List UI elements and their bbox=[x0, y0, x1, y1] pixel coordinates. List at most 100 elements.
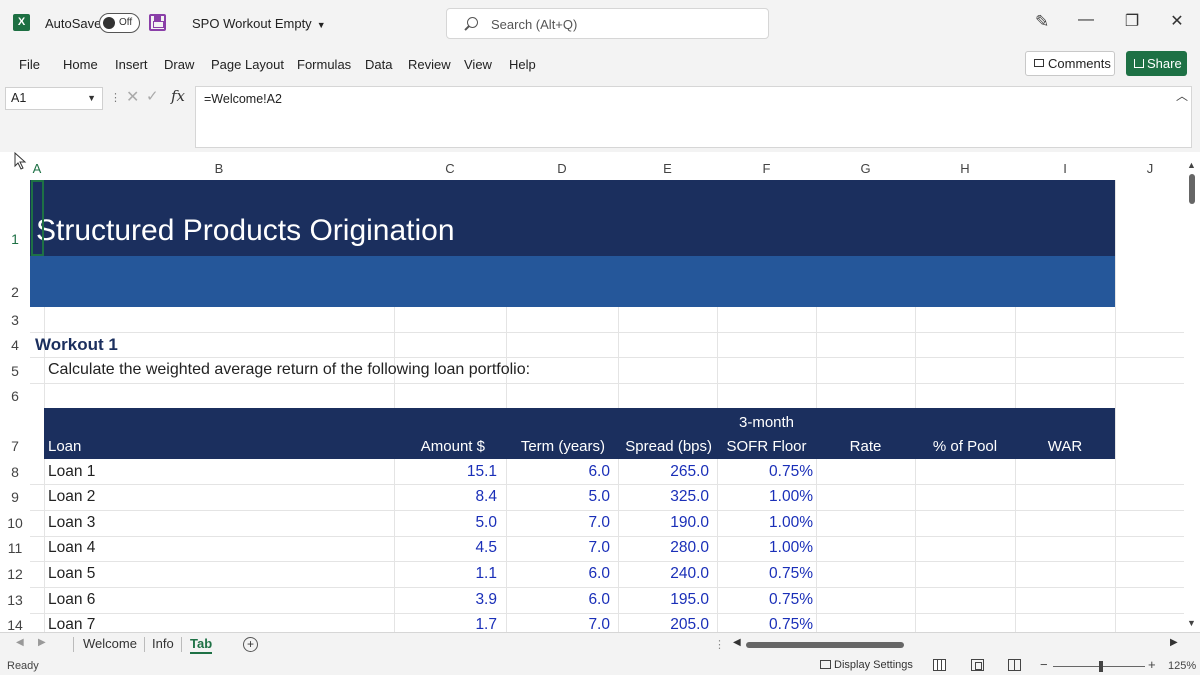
chevron-down-icon[interactable]: ▼ bbox=[87, 93, 96, 103]
loan-name[interactable]: Loan 6 bbox=[48, 591, 96, 608]
tab-draw[interactable]: Draw bbox=[164, 57, 195, 72]
tab-home[interactable]: Home bbox=[63, 57, 98, 72]
tab-view[interactable]: View bbox=[464, 57, 492, 72]
column-header-e[interactable]: E bbox=[663, 161, 672, 176]
column-header-j[interactable]: J bbox=[1146, 161, 1154, 176]
minimize-icon[interactable]: — bbox=[1078, 11, 1094, 28]
add-sheet-icon[interactable]: + bbox=[243, 637, 258, 652]
sheet-tab-tab[interactable]: Tab bbox=[190, 636, 213, 654]
tab-formulas[interactable]: Formulas bbox=[297, 57, 352, 72]
more-options-icon[interactable]: ⋮ bbox=[110, 92, 121, 104]
loan-amount[interactable]: 1.1 bbox=[475, 565, 497, 582]
row-header-8[interactable]: 8 bbox=[11, 464, 19, 480]
row-header-1[interactable]: 1 bbox=[11, 231, 19, 247]
zoom-out-icon[interactable]: − bbox=[1040, 657, 1048, 672]
row-header-10[interactable]: 10 bbox=[7, 515, 23, 531]
row-header-3[interactable]: 3 bbox=[11, 312, 19, 328]
autosave-toggle[interactable]: Off bbox=[99, 13, 140, 33]
close-icon[interactable]: ✕ bbox=[1170, 13, 1184, 30]
row-header-12[interactable]: 12 bbox=[7, 566, 23, 582]
collapse-formula-bar-icon[interactable]: ︿ bbox=[1176, 89, 1189, 103]
formula-input[interactable]: =Welcome!A2 bbox=[195, 86, 1192, 148]
tab-help[interactable]: Help bbox=[509, 57, 536, 72]
restore-icon[interactable]: ❐ bbox=[1124, 13, 1140, 30]
horizontal-scroll-thumb[interactable] bbox=[746, 642, 904, 648]
loan-spread[interactable]: 240.0 bbox=[670, 565, 709, 582]
scroll-up-icon[interactable]: ▲ bbox=[1187, 160, 1196, 170]
loan-spread[interactable]: 205.0 bbox=[670, 616, 709, 632]
column-header-i[interactable]: I bbox=[1063, 161, 1067, 176]
column-header-h[interactable]: H bbox=[960, 161, 970, 176]
row-header-6[interactable]: 6 bbox=[11, 388, 19, 404]
loan-spread[interactable]: 195.0 bbox=[670, 591, 709, 608]
search-input[interactable]: Search (Alt+Q) bbox=[446, 8, 769, 39]
tab-data[interactable]: Data bbox=[365, 57, 393, 72]
loan-name[interactable]: Loan 5 bbox=[48, 565, 96, 582]
cancel-icon[interactable]: ✕ bbox=[126, 89, 140, 106]
loan-amount[interactable]: 8.4 bbox=[475, 488, 497, 505]
tab-file[interactable]: File bbox=[19, 57, 40, 72]
row-header-7[interactable]: 7 bbox=[11, 438, 19, 454]
loan-floor[interactable]: 1.00% bbox=[769, 539, 813, 556]
loan-term[interactable]: 7.0 bbox=[588, 539, 610, 556]
loan-spread[interactable]: 325.0 bbox=[670, 488, 709, 505]
scroll-left-icon[interactable]: ◀ bbox=[733, 637, 741, 648]
row-header-9[interactable]: 9 bbox=[11, 489, 19, 505]
scroll-thumb[interactable] bbox=[1189, 174, 1195, 204]
loan-spread[interactable]: 265.0 bbox=[670, 463, 709, 480]
worksheet-grid[interactable]: A B C D E F G H I J 1 2 3 4 5 6 7 bbox=[0, 152, 1200, 632]
row-header-14[interactable]: 14 bbox=[7, 617, 23, 632]
loan-term[interactable]: 6.0 bbox=[588, 591, 610, 608]
loan-floor[interactable]: 1.00% bbox=[769, 488, 813, 505]
page-layout-view-icon[interactable] bbox=[971, 659, 984, 671]
loan-floor[interactable]: 0.75% bbox=[769, 463, 813, 480]
row-header-4[interactable]: 4 bbox=[11, 337, 19, 353]
zoom-slider-knob[interactable] bbox=[1099, 661, 1103, 672]
row-header-11[interactable]: 11 bbox=[7, 540, 23, 556]
column-header-g[interactable]: G bbox=[860, 161, 871, 176]
split-handle-icon[interactable]: ⋮ bbox=[714, 639, 725, 651]
scroll-down-icon[interactable]: ▼ bbox=[1187, 618, 1196, 628]
share-button[interactable]: Share bbox=[1126, 51, 1187, 76]
loan-amount[interactable]: 1.7 bbox=[475, 616, 497, 632]
loan-term[interactable]: 5.0 bbox=[588, 488, 610, 505]
prev-sheet-icon[interactable]: ◀ bbox=[16, 637, 24, 648]
loan-amount[interactable]: 5.0 bbox=[475, 514, 497, 531]
insert-function-icon[interactable]: fx bbox=[171, 87, 186, 105]
loan-term[interactable]: 7.0 bbox=[588, 514, 610, 531]
pen-icon[interactable]: ✎ bbox=[1035, 12, 1050, 31]
loan-name[interactable]: Loan 7 bbox=[48, 616, 96, 632]
scroll-right-icon[interactable]: ▶ bbox=[1170, 637, 1178, 648]
vertical-scrollbar[interactable]: ▲ ▼ bbox=[1184, 152, 1200, 632]
page-break-view-icon[interactable] bbox=[1008, 659, 1021, 671]
tab-review[interactable]: Review bbox=[408, 57, 451, 72]
row-header-5[interactable]: 5 bbox=[11, 363, 19, 379]
comments-button[interactable]: Comments bbox=[1025, 51, 1115, 76]
display-settings-button[interactable]: Display Settings bbox=[820, 659, 913, 671]
loan-spread[interactable]: 280.0 bbox=[670, 539, 709, 556]
name-box[interactable]: A1 ▼ bbox=[5, 87, 103, 110]
column-header-b[interactable]: B bbox=[214, 161, 224, 176]
column-header-d[interactable]: D bbox=[557, 161, 567, 176]
tab-insert[interactable]: Insert bbox=[115, 57, 148, 72]
loan-amount[interactable]: 3.9 bbox=[475, 591, 497, 608]
normal-view-icon[interactable] bbox=[933, 659, 946, 671]
tab-page-layout[interactable]: Page Layout bbox=[211, 57, 285, 72]
column-header-a[interactable]: A bbox=[32, 161, 42, 176]
file-name-dropdown[interactable]: SPO Workout Empty ▼ bbox=[192, 16, 326, 31]
zoom-in-icon[interactable]: + bbox=[1148, 657, 1156, 672]
loan-floor[interactable]: 0.75% bbox=[769, 565, 813, 582]
loan-floor[interactable]: 0.75% bbox=[769, 616, 813, 632]
loan-term[interactable]: 6.0 bbox=[588, 565, 610, 582]
row-header-2[interactable]: 2 bbox=[11, 284, 19, 300]
loan-name[interactable]: Loan 4 bbox=[48, 539, 96, 556]
next-sheet-icon[interactable]: ▶ bbox=[38, 637, 46, 648]
loan-amount[interactable]: 15.1 bbox=[466, 463, 497, 480]
loan-name[interactable]: Loan 2 bbox=[48, 488, 96, 505]
zoom-level[interactable]: 125% bbox=[1168, 660, 1197, 672]
selected-cell-a1[interactable] bbox=[31, 180, 44, 256]
loan-name[interactable]: Loan 3 bbox=[48, 514, 96, 531]
column-header-f[interactable]: F bbox=[762, 161, 771, 176]
sheet-tab-info[interactable]: Info bbox=[152, 636, 174, 651]
save-icon[interactable] bbox=[149, 14, 166, 31]
